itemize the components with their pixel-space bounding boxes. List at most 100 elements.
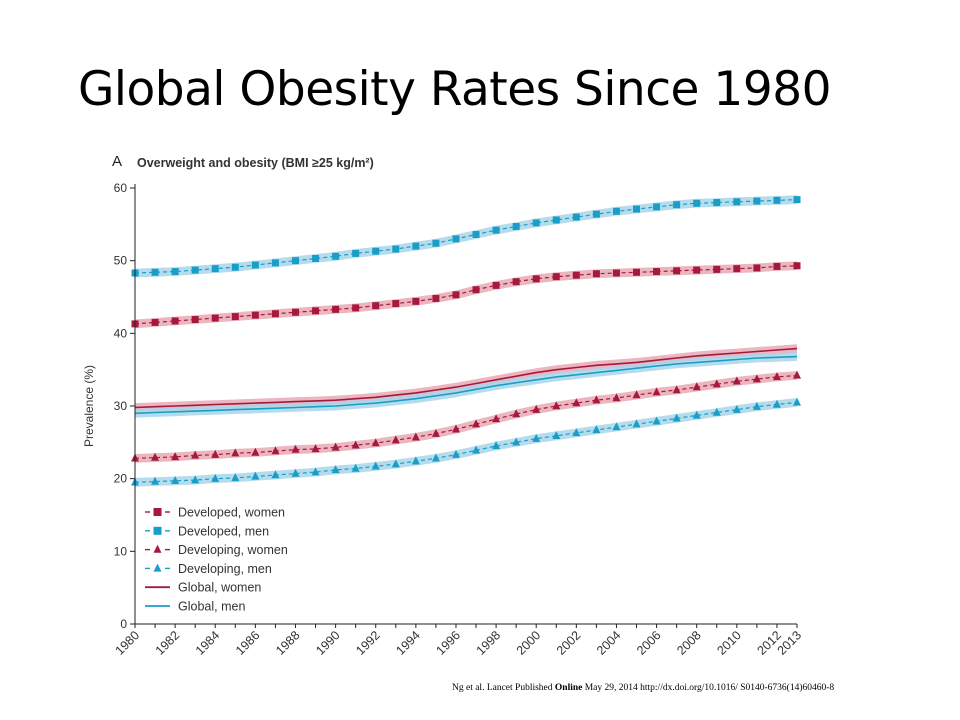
data-point xyxy=(331,442,340,451)
data-point xyxy=(251,447,260,456)
data-point xyxy=(472,286,480,294)
legend-label: Developing, women xyxy=(178,543,288,557)
data-point xyxy=(452,235,460,243)
x-tick-label: 1988 xyxy=(273,628,303,658)
data-point xyxy=(653,203,661,211)
data-point xyxy=(251,311,259,319)
data-point xyxy=(572,271,580,279)
data-point xyxy=(231,473,240,482)
data-point xyxy=(431,428,440,437)
data-point xyxy=(271,470,280,479)
data-point xyxy=(732,404,741,413)
data-point xyxy=(692,410,701,419)
data-point xyxy=(371,461,380,470)
data-point xyxy=(291,308,299,316)
data-point xyxy=(692,382,701,391)
data-point xyxy=(753,197,761,205)
data-point xyxy=(412,242,420,250)
legend: Developed, women Developed, men Developing… xyxy=(145,506,288,614)
data-point xyxy=(532,219,540,227)
data-point xyxy=(793,196,801,204)
series-line xyxy=(134,355,798,415)
series-lines xyxy=(134,199,798,483)
data-point xyxy=(452,291,460,299)
data-point xyxy=(331,465,340,474)
data-point xyxy=(153,508,162,516)
series-band xyxy=(135,261,797,329)
legend-label: Developed, men xyxy=(178,524,269,538)
series-line xyxy=(134,347,798,409)
x-tick-label: 2010 xyxy=(714,628,744,658)
data-point xyxy=(492,226,500,234)
data-point xyxy=(572,398,581,407)
x-tick-label: 2000 xyxy=(514,628,544,658)
data-point xyxy=(291,468,300,477)
legend-label: Global, men xyxy=(178,600,245,614)
confidence-bands xyxy=(135,195,797,487)
data-point xyxy=(372,247,380,255)
chart-title: Overweight and obesity (BMI ≥25 kg/m²) xyxy=(137,156,374,170)
data-point xyxy=(171,452,180,461)
data-point xyxy=(713,199,721,207)
citation-bold: Online xyxy=(554,683,583,693)
data-point xyxy=(312,307,320,315)
data-point xyxy=(153,544,162,553)
data-point xyxy=(472,445,481,454)
data-point xyxy=(472,419,481,428)
data-point xyxy=(713,265,721,273)
series-markers xyxy=(131,196,801,486)
data-point xyxy=(432,294,440,302)
data-point xyxy=(652,387,661,396)
data-point xyxy=(312,254,320,262)
x-tick-label: 1982 xyxy=(153,628,183,658)
data-point xyxy=(271,310,279,318)
data-point xyxy=(291,444,300,453)
y-tick-label: 10 xyxy=(114,544,128,558)
y-tick-label: 30 xyxy=(114,399,128,413)
y-tick-label: 0 xyxy=(120,617,127,631)
data-point xyxy=(532,275,540,283)
data-point xyxy=(191,450,200,459)
data-point xyxy=(211,314,219,322)
data-point xyxy=(191,316,199,324)
data-point xyxy=(673,201,681,209)
y-tick-label: 20 xyxy=(114,472,128,486)
data-point xyxy=(271,259,279,267)
legend-label: Developing, men xyxy=(178,562,272,576)
series-line xyxy=(134,401,798,483)
series-band xyxy=(135,398,797,487)
data-point xyxy=(733,198,741,206)
data-point xyxy=(411,432,420,441)
data-point xyxy=(532,433,541,442)
data-point xyxy=(171,476,180,485)
panel-label: A xyxy=(112,153,122,170)
data-point xyxy=(351,463,360,472)
data-point xyxy=(592,210,600,218)
series-band xyxy=(135,195,797,278)
data-point xyxy=(153,563,162,572)
data-point xyxy=(371,438,380,447)
data-point xyxy=(653,268,661,276)
x-tick-label: 1990 xyxy=(313,628,343,658)
data-point xyxy=(291,257,299,265)
data-point xyxy=(191,266,199,274)
data-point xyxy=(572,428,581,437)
citation: Ng et al. Lancet Published Online May 29… xyxy=(452,683,834,693)
data-point xyxy=(552,430,561,439)
data-point xyxy=(512,223,520,231)
data-point xyxy=(352,304,360,312)
data-point xyxy=(151,452,160,461)
x-tick-label: 2002 xyxy=(554,628,584,658)
data-point xyxy=(432,239,440,247)
data-point xyxy=(352,249,360,257)
data-point xyxy=(191,475,200,484)
y-tick-label: 60 xyxy=(114,181,128,195)
x-tick-label: 1992 xyxy=(353,628,383,658)
data-point xyxy=(632,390,641,399)
data-point xyxy=(612,269,620,277)
y-axis-label: Prevalence (%) xyxy=(82,365,96,447)
x-tick-label: 1984 xyxy=(193,628,223,658)
data-point xyxy=(552,401,561,410)
data-point xyxy=(372,302,380,310)
data-point xyxy=(612,207,620,215)
